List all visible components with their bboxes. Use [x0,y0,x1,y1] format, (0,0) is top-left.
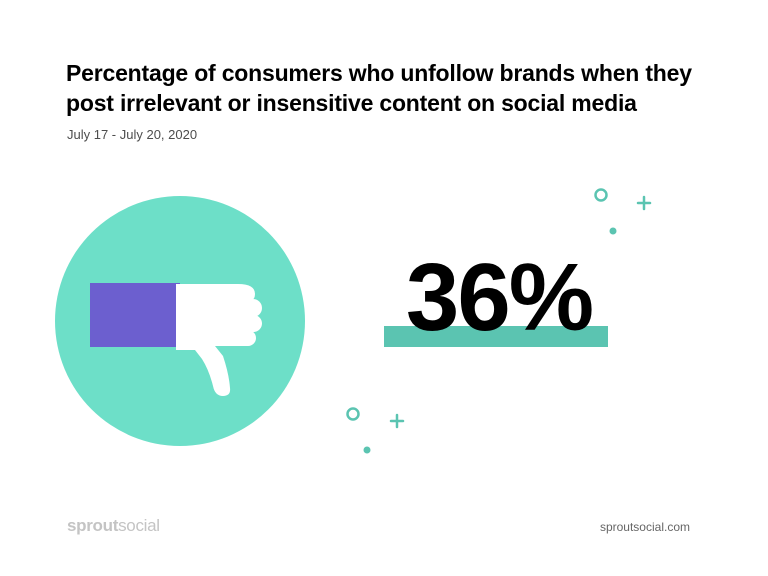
ring-icon [594,188,608,202]
decoration-bottom [346,407,405,454]
title-line-2: post irrelevant or insensitive content o… [66,90,637,116]
sleeve [90,283,180,347]
brand-logo: sproutsocial [67,516,160,536]
stat-block: 36% [384,250,624,360]
stat-underline [384,326,608,347]
plus-icon [389,413,405,429]
title-line-1: Percentage of consumers who unfollow bra… [66,60,692,86]
stat-value: 36% [405,244,594,351]
plus-icon [636,195,652,211]
brand-logo-light: social [118,516,160,535]
decoration-top [594,188,652,235]
website-link[interactable]: sproutsocial.com [599,520,690,534]
hand [176,284,262,396]
thumbs-down-illustration [55,196,305,446]
date-range: July 17 - July 20, 2020 [67,127,198,142]
page-title: Percentage of consumers who unfollow bra… [66,58,726,118]
dot-icon [609,227,617,235]
brand-logo-bold: sprout [67,516,119,535]
ring-icon [346,407,360,421]
dot-icon [363,446,371,454]
thumbs-down-icon [90,283,262,396]
